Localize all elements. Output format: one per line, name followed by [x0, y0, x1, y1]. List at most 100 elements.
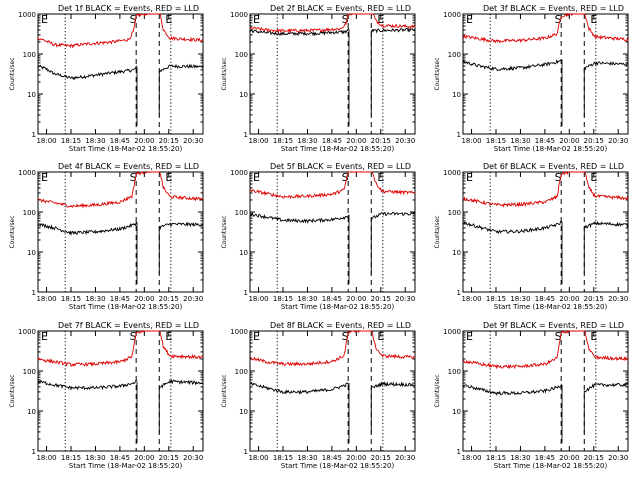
- y-tick-label: 100: [235, 368, 248, 376]
- left-end-marker-label: E: [466, 171, 473, 184]
- lld-series-line: [462, 329, 629, 370]
- x-tick-label: 18:45: [110, 454, 130, 462]
- x-tick-label: 20:30: [395, 295, 415, 303]
- start-marker-label: S: [342, 330, 349, 343]
- x-tick-label: 20:15: [159, 454, 179, 462]
- lld-series-line: [249, 330, 416, 367]
- x-tick-label: 18:00: [36, 137, 56, 145]
- y-tick-label: 1: [457, 131, 461, 139]
- x-tick-label: 20:00: [559, 295, 579, 303]
- y-tick-label: 1000: [18, 11, 36, 19]
- plot-frame: [37, 330, 204, 452]
- panel: Det 7f BLACK = Events, RED = LLD 1 10 100 10…: [9, 321, 204, 470]
- x-axis-label: Start Time (18-Mar-02 18:55:20): [69, 303, 183, 311]
- x-tick-label: 18:45: [535, 454, 555, 462]
- start-marker-label: S: [342, 171, 349, 184]
- x-tick-label: 18:00: [248, 454, 268, 462]
- y-axis-label: Counts/sec: [221, 57, 228, 90]
- x-tick-label: 20:15: [371, 137, 391, 145]
- x-tick-label: 18:30: [85, 454, 105, 462]
- y-axis-label: Counts/sec: [221, 215, 228, 248]
- left-end-marker-label: E: [253, 330, 260, 343]
- x-tick-label: 20:30: [395, 137, 415, 145]
- y-tick-label: 100: [448, 368, 461, 376]
- y-tick-label: 1: [457, 289, 461, 297]
- y-tick-label: 100: [23, 51, 36, 59]
- y-axis-label: Counts/sec: [434, 374, 441, 407]
- panel-title: Det 9f BLACK = Events, RED = LLD: [483, 321, 624, 330]
- left-end-marker-label: E: [253, 171, 260, 184]
- x-tick-label: 18:15: [61, 295, 81, 303]
- panel-title: Det 3f BLACK = Events, RED = LLD: [483, 4, 624, 13]
- left-end-marker-label: E: [41, 13, 48, 26]
- x-tick-label: 20:15: [584, 454, 604, 462]
- x-axis-label: Start Time (18-Mar-02 18:55:20): [281, 303, 395, 311]
- y-tick-label: 1: [32, 131, 36, 139]
- lld-series-line: [463, 170, 629, 208]
- x-tick-label: 18:45: [110, 137, 130, 145]
- events-series-line: [37, 221, 204, 237]
- x-tick-label: 18:30: [510, 137, 530, 145]
- lld-series-line: [249, 13, 416, 34]
- y-tick-label: 100: [235, 51, 248, 59]
- x-tick-label: 20:30: [608, 454, 628, 462]
- x-tick-label: 20:00: [134, 454, 154, 462]
- left-end-marker-label: E: [253, 13, 260, 26]
- x-tick-label: 18:30: [510, 454, 530, 462]
- lld-series-line: [462, 12, 629, 44]
- x-tick-label: 18:45: [535, 137, 555, 145]
- start-marker-label: S: [555, 13, 562, 26]
- x-tick-label: 20:00: [559, 137, 579, 145]
- end-marker-label: E: [377, 171, 384, 184]
- panel: Det 5f BLACK = Events, RED = LLD 1 10 100 10…: [221, 162, 416, 311]
- events-series-line: [249, 211, 416, 224]
- plot-frame: [462, 330, 629, 452]
- start-marker-label: S: [555, 171, 562, 184]
- y-tick-label: 10: [27, 91, 36, 99]
- x-axis-label: Start Time (18-Mar-02 18:55:20): [494, 303, 608, 311]
- plot-frame: [249, 13, 416, 135]
- plot-frame: [37, 13, 204, 135]
- panel: Det 1f BLACK = Events, RED = LLD 1 10 100 10…: [9, 4, 204, 153]
- events-series-line: [249, 380, 416, 395]
- x-tick-label: 20:00: [346, 295, 366, 303]
- y-tick-label: 10: [452, 408, 461, 416]
- x-tick-label: 20:30: [183, 137, 203, 145]
- events-series-line: [37, 63, 204, 81]
- panel-title: Det 5f BLACK = Events, RED = LLD: [270, 162, 411, 171]
- left-end-marker-label: E: [466, 330, 473, 343]
- x-tick-label: 18:45: [110, 295, 130, 303]
- x-tick-label: 18:45: [322, 137, 342, 145]
- y-tick-label: 10: [27, 249, 36, 257]
- y-tick-label: 1000: [18, 328, 36, 336]
- x-tick-label: 20:30: [183, 295, 203, 303]
- x-tick-label: 18:15: [486, 295, 506, 303]
- panel: Det 3f BLACK = Events, RED = LLD 1 10 100 10…: [434, 4, 629, 153]
- y-tick-label: 10: [239, 91, 248, 99]
- y-axis-label: Counts/sec: [434, 215, 441, 248]
- panel-title: Det 8f BLACK = Events, RED = LLD: [270, 321, 411, 330]
- x-tick-label: 18:00: [248, 295, 268, 303]
- panel-title: Det 2f BLACK = Events, RED = LLD: [270, 4, 411, 13]
- x-tick-label: 20:15: [584, 295, 604, 303]
- lld-series-line: [249, 171, 416, 200]
- y-axis-label: Counts/sec: [9, 215, 16, 248]
- x-tick-label: 20:15: [159, 295, 179, 303]
- x-tick-label: 18:30: [297, 454, 317, 462]
- plot-frame: [37, 171, 204, 293]
- panel-title: Det 4f BLACK = Events, RED = LLD: [58, 162, 199, 171]
- x-tick-label: 18:45: [322, 295, 342, 303]
- events-series-line: [462, 220, 629, 235]
- x-tick-label: 20:30: [183, 454, 203, 462]
- x-tick-label: 18:15: [486, 137, 506, 145]
- panel: Det 9f BLACK = Events, RED = LLD 1 10 100 10…: [434, 321, 629, 470]
- y-tick-label: 10: [239, 249, 248, 257]
- x-tick-label: 18:30: [297, 295, 317, 303]
- x-axis-label: Start Time (18-Mar-02 18:55:20): [281, 462, 395, 470]
- x-tick-label: 18:15: [486, 454, 506, 462]
- x-tick-label: 18:00: [461, 295, 481, 303]
- x-tick-label: 20:15: [584, 137, 604, 145]
- x-tick-label: 20:00: [559, 454, 579, 462]
- panel: Det 8f BLACK = Events, RED = LLD 1 10 100 10…: [221, 321, 416, 470]
- end-marker-label: E: [590, 171, 597, 184]
